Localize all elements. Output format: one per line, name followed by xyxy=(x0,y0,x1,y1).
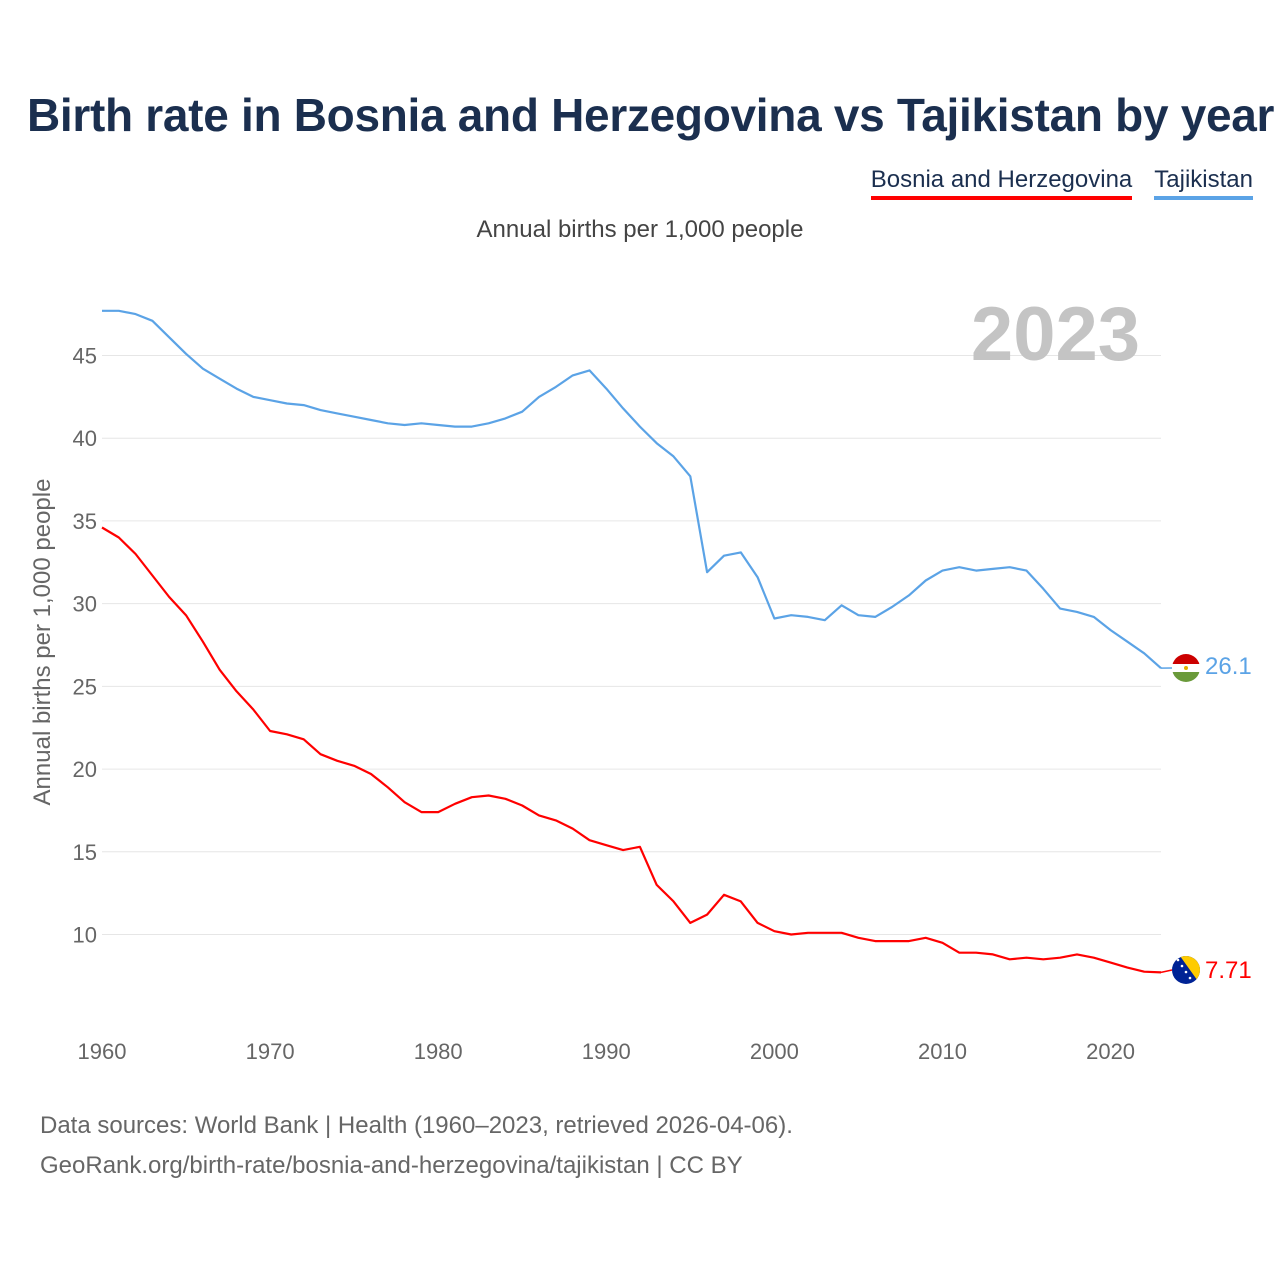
y-axis-label: Annual births per 1,000 people xyxy=(29,479,56,806)
legend-item-tajikistan[interactable]: Tajikistan xyxy=(1154,166,1253,200)
source-notes: Data sources: World Bank | Health (1960–… xyxy=(40,1106,793,1186)
x-tick-label-2000: 2000 xyxy=(750,1039,799,1064)
y-tick-label-25: 25 xyxy=(73,674,97,699)
series-layer xyxy=(101,309,1173,974)
y-tick-label-15: 15 xyxy=(73,840,97,865)
legend: Bosnia and Herzegovina Tajikistan xyxy=(870,166,1253,200)
tick-layer: 10 15 20 25 30 35 40 45 1960 1970 1980 1990 2000 2010… xyxy=(73,344,1136,1065)
series-line-bosnia-and-herzegovina[interactable] xyxy=(101,526,1162,974)
x-tick-label-2020: 2020 xyxy=(1086,1039,1135,1064)
x-tick-label-1960: 1960 xyxy=(78,1039,127,1064)
grid-layer xyxy=(102,355,1161,935)
end-label-bosnia: 7.71 xyxy=(1205,957,1252,984)
x-tick-label-1970: 1970 xyxy=(246,1039,295,1064)
y-tick-label-20: 20 xyxy=(73,757,97,782)
end-label-tajikistan: 26.1 xyxy=(1205,653,1252,680)
series-line-tajikistan[interactable] xyxy=(102,309,1162,670)
y-tick-label-45: 45 xyxy=(73,344,97,369)
y-tick-label-35: 35 xyxy=(73,509,97,534)
chart-subtitle: Annual births per 1,000 people xyxy=(476,216,804,243)
y-tick-label-10: 10 xyxy=(73,923,97,948)
chart-title: Birth rate in Bosnia and Herzegovina vs … xyxy=(27,89,1275,141)
source-line-2[interactable]: GeoRank.org/birth-rate/bosnia-and-herzeg… xyxy=(40,1152,743,1179)
bosnia-flag-icon xyxy=(1172,956,1200,984)
y-tick-label-30: 30 xyxy=(73,592,97,617)
x-tick-label-1990: 1990 xyxy=(582,1039,631,1064)
legend-item-bosnia[interactable]: Bosnia and Herzegovina xyxy=(870,166,1133,200)
tajikistan-flag-icon xyxy=(1172,654,1200,682)
source-line-1: Data sources: World Bank | Health (1960–… xyxy=(40,1112,793,1139)
x-tick-label-1980: 1980 xyxy=(414,1039,463,1064)
year-watermark: 2023 xyxy=(971,292,1140,377)
y-tick-label-40: 40 xyxy=(73,426,97,451)
chart-plot: 10 15 20 25 30 35 40 45 1960 1970 1980 1990 2000 2010… xyxy=(29,292,1252,1065)
end-connector-0 xyxy=(1160,969,1173,974)
x-tick-label-2010: 2010 xyxy=(918,1039,967,1064)
